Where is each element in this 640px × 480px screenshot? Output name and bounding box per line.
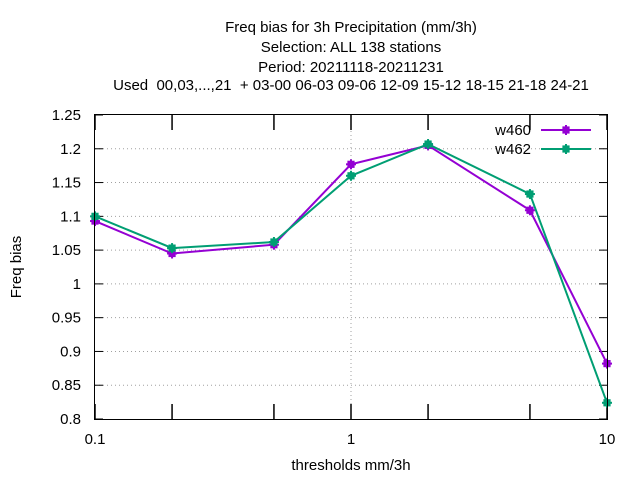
x-tick-label: 0.1 xyxy=(85,431,106,448)
y-tick-label: 1.05 xyxy=(52,242,81,259)
title-line-4: Used 00,03,...,21 + 03-00 06-03 09-06 12… xyxy=(113,77,589,94)
legend-swatch-marker xyxy=(561,125,571,135)
data-point xyxy=(346,159,356,170)
title-line-2: Selection: ALL 138 stations xyxy=(261,39,441,56)
chart-title: Freq bias for 3h Precipitation (mm/3h) S… xyxy=(113,19,589,94)
data-point xyxy=(346,170,356,181)
plot-frame xyxy=(94,114,608,420)
x-axis-label: thresholds mm/3h xyxy=(291,457,410,474)
title-line-3: Period: 20211118-20211231 xyxy=(258,59,444,76)
y-tick-label: 1.15 xyxy=(52,175,81,192)
data-point xyxy=(423,139,434,150)
y-tick-label: 1.2 xyxy=(60,141,81,158)
legend-label: w460 xyxy=(494,122,531,139)
x-tick-label: 10 xyxy=(599,431,616,448)
y-tick-label: 1 xyxy=(73,276,81,293)
y-axis-label: Freq bias xyxy=(8,236,25,299)
legend-swatch-marker xyxy=(561,144,571,154)
data-point xyxy=(524,189,535,200)
y-tick-label: 0.8 xyxy=(60,411,81,428)
legend: w460 w462 xyxy=(494,122,591,158)
title-line-1: Freq bias for 3h Precipitation (mm/3h) xyxy=(225,19,477,36)
grid xyxy=(95,115,607,419)
y-tick-label: 0.95 xyxy=(52,310,81,327)
y-tick-label: 1.1 xyxy=(60,208,81,225)
x-tick-label: 1 xyxy=(347,431,355,448)
data-point xyxy=(167,243,178,254)
y-tick-label: 0.9 xyxy=(60,343,81,360)
y-tick-label: 0.85 xyxy=(52,377,81,394)
tick-labels: 0.8 0.85 0.9 0.95 1 1.05 1.1 1.15 1.2 1.25 0.1 1 10 xyxy=(52,107,616,448)
data-point xyxy=(524,205,535,216)
legend-label: w462 xyxy=(494,141,531,158)
y-tick-label: 1.25 xyxy=(52,107,81,124)
data-point xyxy=(268,237,279,248)
